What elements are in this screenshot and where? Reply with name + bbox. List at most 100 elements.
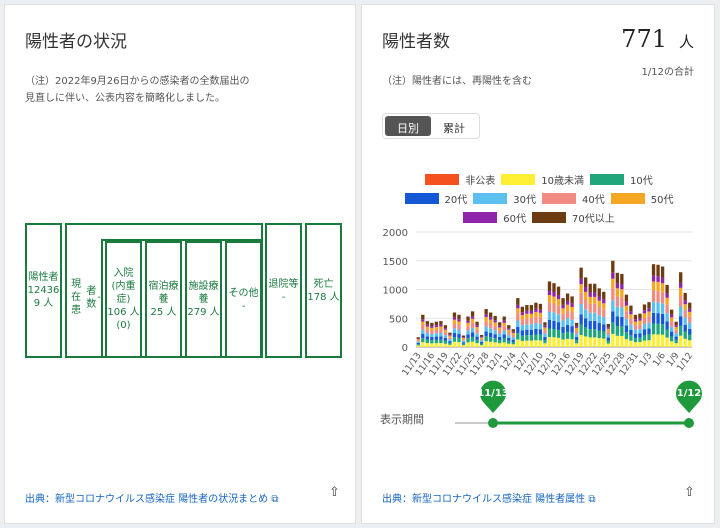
bar-segment xyxy=(593,283,597,293)
legend-item[interactable]: 非公表 xyxy=(425,172,495,187)
bar-segment xyxy=(688,322,692,329)
bar-segment xyxy=(475,343,479,347)
bar-segment xyxy=(416,338,420,340)
bar-segment xyxy=(593,312,597,321)
bar-segment xyxy=(565,338,570,347)
bar-segment xyxy=(683,338,687,347)
bar-segment xyxy=(430,326,434,328)
legend-item[interactable]: 20代 xyxy=(404,191,467,206)
box-positive: 陽性者 12436 9 人 xyxy=(25,223,62,358)
slider-handle-start[interactable]: 11/13 xyxy=(477,380,509,428)
bar-segment xyxy=(669,331,674,337)
bar-segment xyxy=(538,329,543,335)
bar-segment xyxy=(552,303,556,313)
bar-segment xyxy=(443,325,448,329)
bar-segment xyxy=(416,340,420,342)
bar-segment xyxy=(570,312,574,320)
bar-segment xyxy=(597,322,601,331)
share-icon[interactable]: ⇧ xyxy=(684,485,695,500)
bar-segment xyxy=(493,325,497,331)
bar-segment xyxy=(629,318,633,325)
bar-segment xyxy=(574,343,579,347)
period-slider[interactable]: 11/13 1/12 xyxy=(362,377,716,447)
bar-segment xyxy=(597,315,601,323)
bar-segment xyxy=(416,337,420,339)
bar-segment xyxy=(493,342,497,347)
source-link[interactable]: 出典：新型コロナウイルス感染症 陽性者の状況まとめ ⧉ xyxy=(25,494,279,505)
bar-segment xyxy=(543,330,547,334)
bar-segment xyxy=(561,313,565,321)
bar-segment xyxy=(534,308,538,312)
bar-segment xyxy=(584,318,588,328)
bar-segment xyxy=(665,297,669,305)
bar-segment xyxy=(579,278,583,285)
slider-handle-end[interactable]: 1/12 xyxy=(676,380,702,428)
bar-segment xyxy=(656,276,660,282)
bar-segment xyxy=(534,323,538,329)
legend-item[interactable]: 40代 xyxy=(542,191,605,206)
tab-cumulative[interactable]: 累計 xyxy=(443,122,465,135)
total-count: 771 人 xyxy=(621,25,694,53)
bar-segment xyxy=(470,336,475,342)
bar-segment xyxy=(565,310,570,319)
positive-count-card: 陽性者数 771 人 1/12の合計 （注）陽性者には、再陽性を含む 日別 累計 … xyxy=(361,4,715,524)
bar-segment xyxy=(425,326,429,330)
bar-segment xyxy=(570,332,574,340)
bar-segment xyxy=(638,333,642,338)
tab-daily[interactable]: 日別 xyxy=(385,116,431,136)
bar-segment xyxy=(439,336,443,340)
share-icon[interactable]: ⇧ xyxy=(329,485,340,500)
bar-segment xyxy=(615,306,620,317)
legend-item[interactable]: 10歳未満 xyxy=(501,172,584,187)
bar-segment xyxy=(620,316,624,327)
bar-segment xyxy=(660,283,665,293)
bar-segment xyxy=(457,333,461,338)
bar-segment xyxy=(611,278,615,289)
bar-segment xyxy=(570,306,574,313)
bar-segment xyxy=(624,305,629,312)
bar-segment xyxy=(457,342,461,347)
bar-segment xyxy=(534,328,538,335)
legend-item[interactable]: 70代以上 xyxy=(532,210,615,225)
bar-segment xyxy=(448,337,452,340)
bar-segment xyxy=(624,311,629,319)
bar-segment xyxy=(611,272,615,279)
bar-segment xyxy=(620,273,624,285)
bar-segment xyxy=(651,290,656,303)
legend-item[interactable]: 30代 xyxy=(473,191,536,206)
bar-segment xyxy=(547,311,552,320)
bar-segment xyxy=(430,327,434,331)
bar-segment xyxy=(597,288,601,297)
bar-segment xyxy=(493,320,497,323)
bar-segment xyxy=(656,264,660,277)
bar-segment xyxy=(475,326,479,330)
bar-segment xyxy=(461,337,466,340)
bar-segment xyxy=(516,313,520,321)
bar-segment xyxy=(461,340,466,343)
x-tick-label: 1/3 xyxy=(638,351,654,369)
legend-item[interactable]: 10代 xyxy=(590,172,653,187)
legend-item[interactable]: 60代 xyxy=(463,210,526,225)
y-tick-label: 1500 xyxy=(383,257,408,268)
bar-segment xyxy=(620,307,624,317)
bar-segment xyxy=(597,307,601,316)
bar-segment xyxy=(624,339,629,347)
bar-segment xyxy=(688,308,692,312)
bar-segment xyxy=(516,339,520,347)
bar-segment xyxy=(452,323,457,329)
bar-segment xyxy=(461,343,466,346)
bar-segment xyxy=(656,281,660,291)
bar-segment xyxy=(638,324,642,329)
bar-segment xyxy=(579,284,583,293)
bar-segment xyxy=(511,344,515,347)
source-link[interactable]: 出典：新型コロナウイルス感染症 陽性者属性 ⧉ xyxy=(382,494,596,505)
bar-segment xyxy=(660,266,665,278)
legend-item[interactable]: 50代 xyxy=(610,191,673,206)
bar-segment xyxy=(683,331,687,339)
bar-segment xyxy=(516,326,520,334)
bar-segment xyxy=(538,323,543,330)
bar-segment xyxy=(416,341,420,343)
total-caption: 1/12の合計 xyxy=(641,67,694,78)
bar-segment xyxy=(570,296,574,304)
bar-segment xyxy=(507,325,511,329)
